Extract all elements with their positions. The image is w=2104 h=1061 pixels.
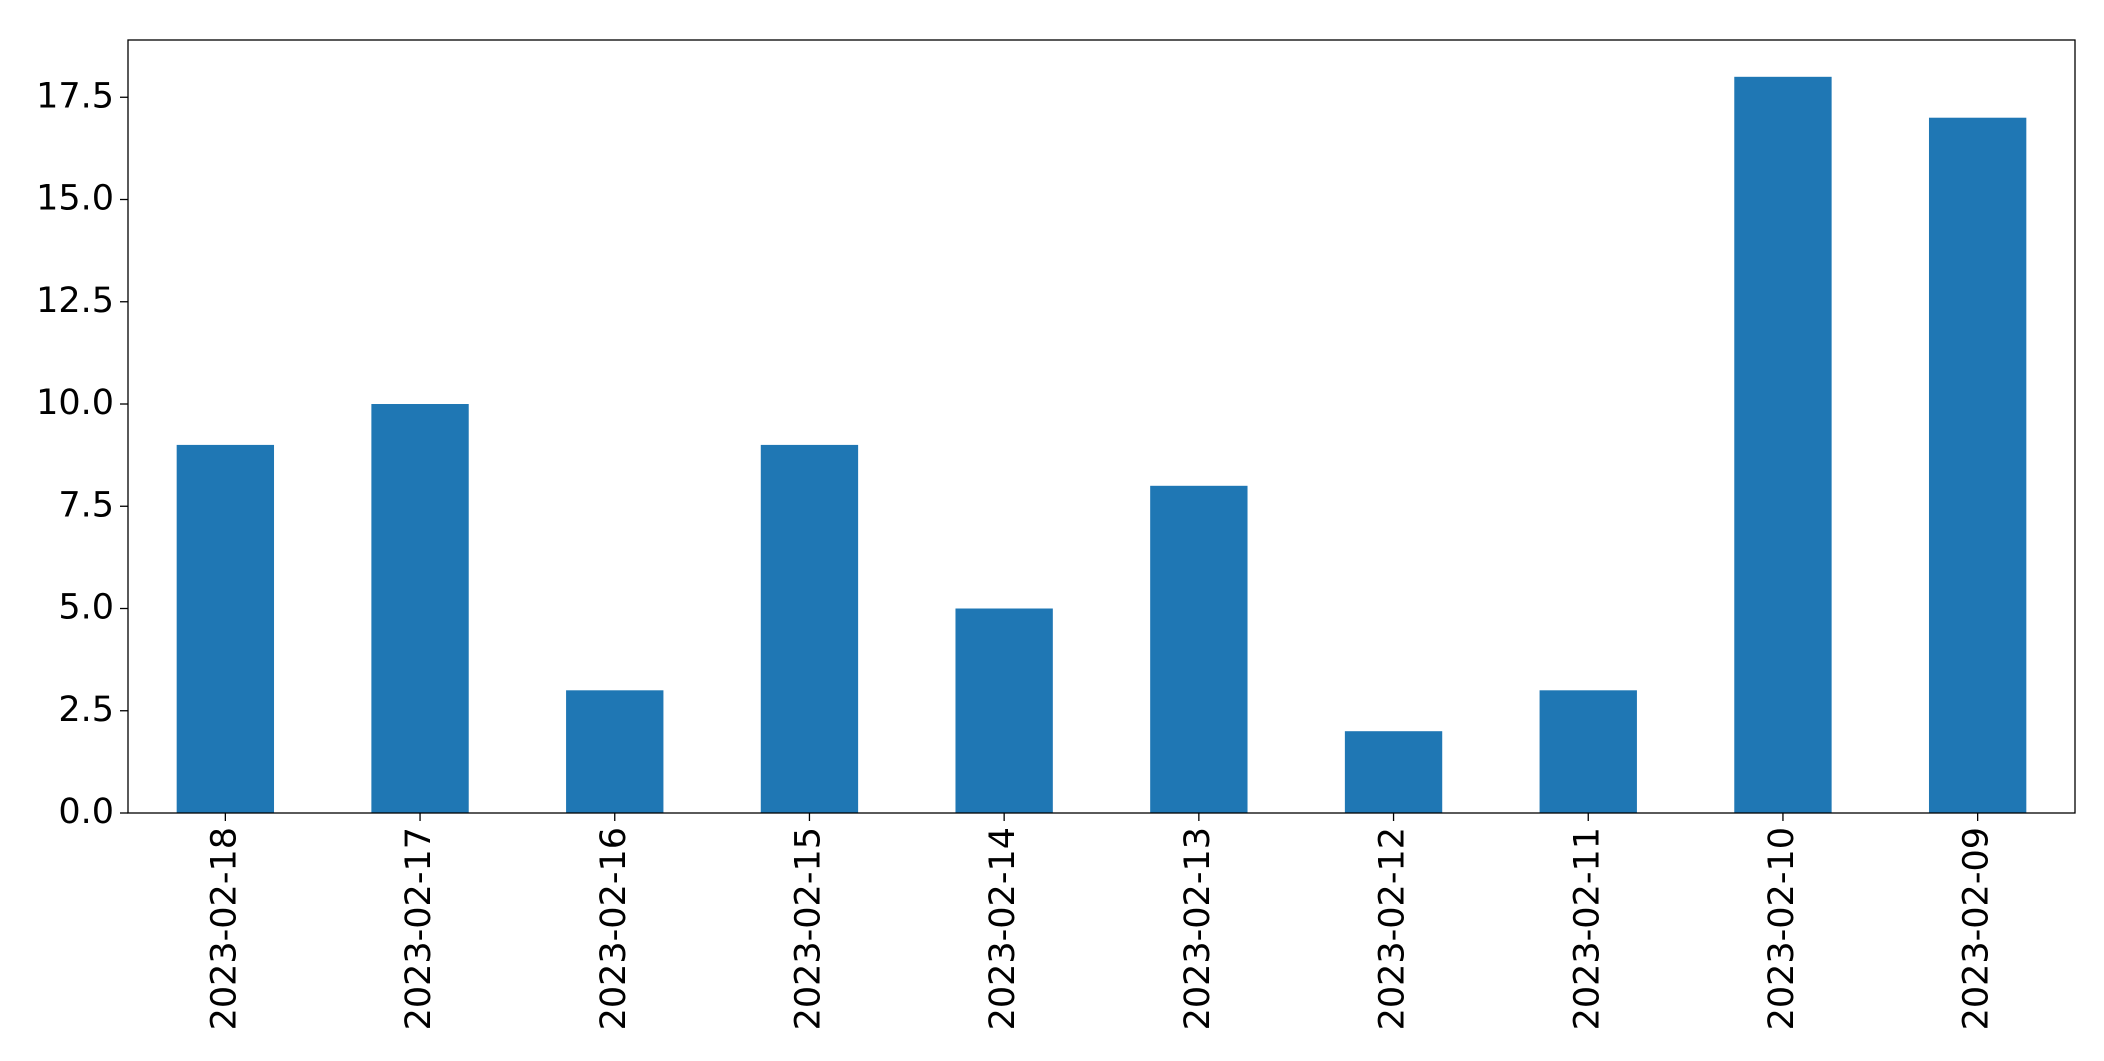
- x-tick-label: 2023-02-14: [983, 827, 1023, 1030]
- y-tick-label: 7.5: [58, 485, 114, 525]
- bar: [955, 608, 1053, 813]
- bar: [176, 444, 275, 813]
- x-tick-label: 2023-02-18: [204, 827, 244, 1030]
- bar: [1150, 485, 1248, 813]
- plot-frame: [127, 39, 2076, 814]
- y-tick-label: 10.0: [36, 383, 114, 423]
- x-tick-label: 2023-02-16: [594, 827, 634, 1030]
- bar: [371, 404, 469, 813]
- x-tick-label: 2023-02-10: [1762, 827, 1802, 1030]
- bar: [1539, 690, 1637, 813]
- y-tick-label: 15.0: [36, 179, 114, 219]
- x-tick-label: 2023-02-15: [788, 827, 828, 1030]
- x-tick-label: 2023-02-12: [1373, 827, 1413, 1030]
- bar: [760, 444, 859, 813]
- y-tick-label: 17.5: [36, 76, 114, 116]
- x-tick-label: 2023-02-11: [1567, 827, 1607, 1030]
- x-tick-label: 2023-02-17: [399, 827, 439, 1030]
- x-tick-label: 2023-02-13: [1178, 827, 1218, 1030]
- bar: [1734, 76, 1832, 814]
- y-tick-label: 2.5: [58, 690, 114, 730]
- y-tick-label: 5.0: [58, 588, 114, 628]
- bar: [1344, 731, 1443, 813]
- y-tick-label: 0.0: [58, 792, 114, 832]
- bar: [566, 690, 664, 813]
- x-tick-label: 2023-02-09: [1957, 827, 1997, 1030]
- bar: [1928, 117, 2027, 814]
- y-tick-label: 12.5: [36, 281, 114, 321]
